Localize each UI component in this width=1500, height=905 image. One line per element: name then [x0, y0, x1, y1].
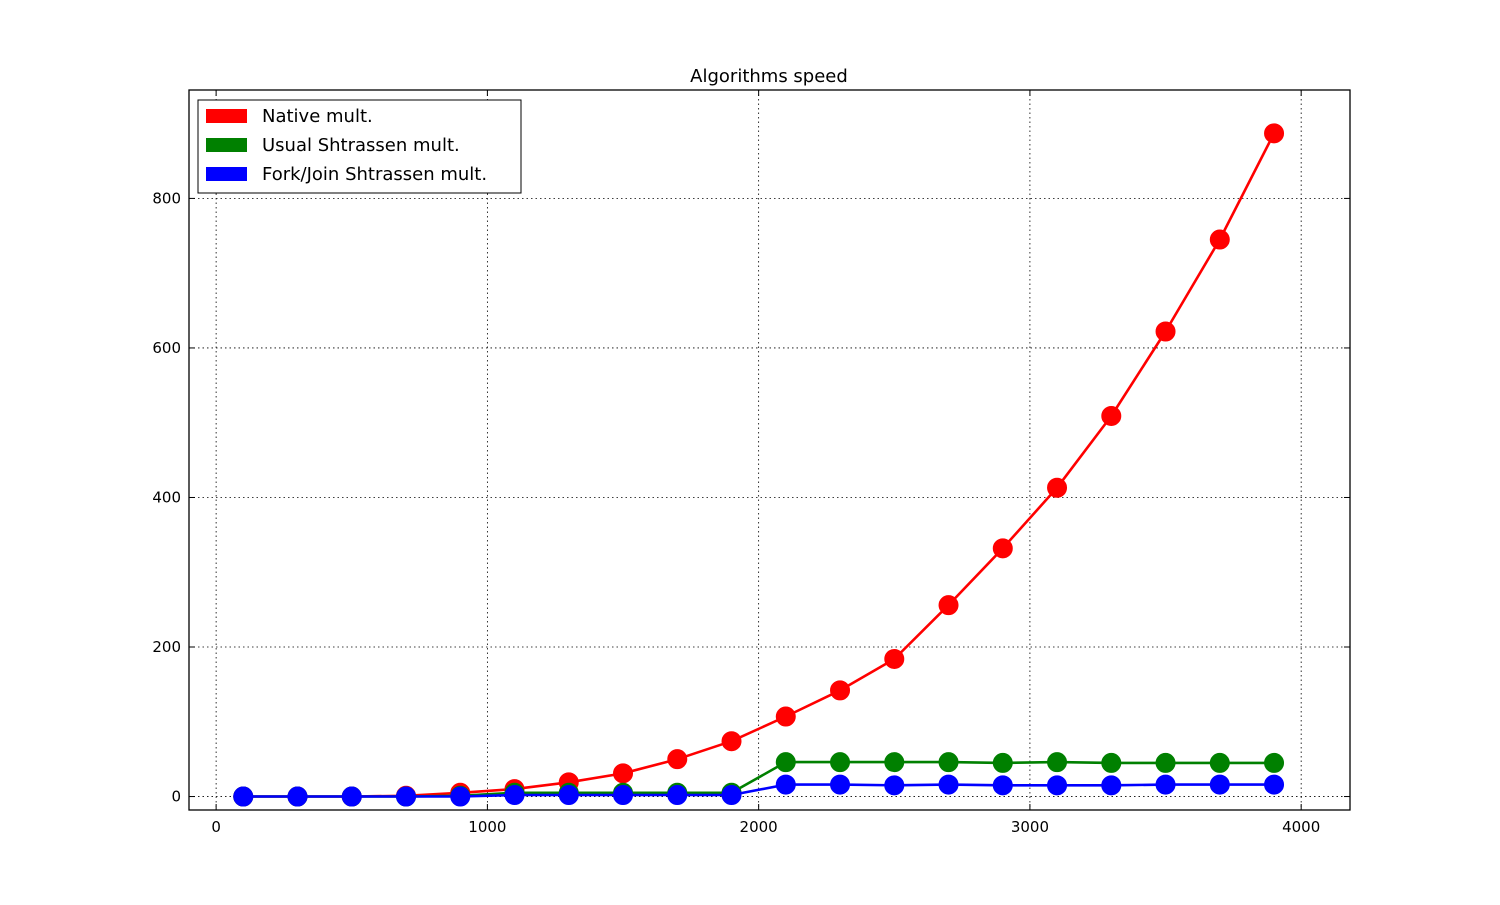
data-point — [1264, 123, 1285, 144]
data-point — [1101, 752, 1122, 773]
data-point — [992, 538, 1013, 559]
legend: Native mult. Usual Shtrassen mult. Fork/Jo… — [197, 99, 522, 194]
x-tick-label: 3000 — [1011, 818, 1049, 836]
series-lines — [233, 123, 1285, 807]
y-tick-label: 400 — [152, 488, 181, 506]
x-tick-label: 4000 — [1282, 818, 1320, 836]
x-tick-label: 0 — [211, 818, 221, 836]
x-tick-label: 1000 — [468, 818, 506, 836]
data-point — [1101, 405, 1122, 426]
data-point — [613, 785, 634, 806]
data-point — [1047, 477, 1068, 498]
data-point — [830, 752, 851, 773]
plot-frame — [188, 89, 1351, 811]
data-point — [992, 752, 1013, 773]
data-point — [775, 774, 796, 795]
y-tick-label: 800 — [152, 189, 181, 207]
data-point — [558, 785, 579, 806]
data-point — [667, 785, 688, 806]
data-point — [830, 680, 851, 701]
y-tick-label: 0 — [171, 788, 181, 806]
data-point — [1155, 321, 1176, 342]
data-point — [287, 786, 308, 807]
data-point — [938, 595, 959, 616]
y-tick-label: 200 — [152, 638, 181, 656]
data-point — [613, 763, 634, 784]
data-point — [1047, 775, 1068, 796]
data-point — [775, 706, 796, 727]
data-point — [1101, 775, 1122, 796]
data-point — [667, 749, 688, 770]
data-point — [341, 786, 362, 807]
data-point — [396, 786, 417, 807]
legend-swatch — [206, 109, 247, 123]
legend-swatch — [206, 167, 247, 181]
chart-title: Algorithms speed — [690, 66, 848, 87]
data-point — [1209, 752, 1230, 773]
axis-ticks: 0 1000 2000 3000 4000 0 200 400 600 800 — [152, 90, 1350, 836]
y-tick-label: 600 — [152, 339, 181, 357]
data-point — [1209, 774, 1230, 795]
data-point — [884, 752, 905, 773]
data-point — [1264, 752, 1285, 773]
data-point — [721, 785, 742, 806]
legend-swatch — [206, 138, 247, 152]
data-point — [1155, 774, 1176, 795]
data-point — [830, 774, 851, 795]
data-point — [938, 752, 959, 773]
legend-label: Native mult. — [262, 106, 373, 127]
data-point — [1209, 229, 1230, 250]
data-point — [884, 775, 905, 796]
data-point — [884, 648, 905, 669]
legend-box — [197, 99, 522, 194]
data-point — [938, 774, 959, 795]
grid — [189, 90, 1350, 810]
data-point — [721, 731, 742, 752]
series-group — [233, 774, 1285, 807]
data-point — [775, 752, 796, 773]
x-tick-label: 2000 — [740, 818, 778, 836]
data-point — [233, 786, 254, 807]
data-point — [1264, 774, 1285, 795]
data-point — [1047, 752, 1068, 773]
legend-label: Fork/Join Shtrassen mult. — [262, 164, 487, 185]
legend-label: Usual Shtrassen mult. — [262, 135, 460, 156]
data-point — [1155, 752, 1176, 773]
data-point — [992, 775, 1013, 796]
data-point — [450, 786, 471, 807]
data-point — [504, 785, 525, 806]
